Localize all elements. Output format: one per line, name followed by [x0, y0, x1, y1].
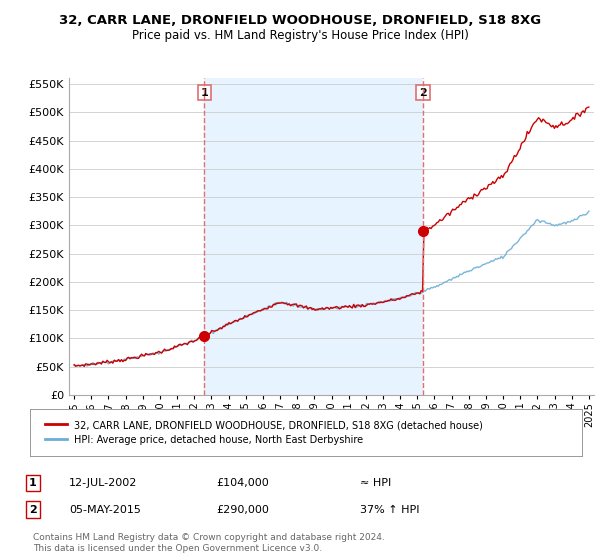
Text: 05-MAY-2015: 05-MAY-2015 — [69, 505, 141, 515]
Text: 37% ↑ HPI: 37% ↑ HPI — [360, 505, 419, 515]
Text: 1: 1 — [29, 478, 37, 488]
Text: 32, CARR LANE, DRONFIELD WOODHOUSE, DRONFIELD, S18 8XG: 32, CARR LANE, DRONFIELD WOODHOUSE, DRON… — [59, 14, 541, 27]
Text: 2: 2 — [29, 505, 37, 515]
Legend: 32, CARR LANE, DRONFIELD WOODHOUSE, DRONFIELD, S18 8XG (detached house), HPI: Av: 32, CARR LANE, DRONFIELD WOODHOUSE, DRON… — [40, 416, 488, 450]
Text: This data is licensed under the Open Government Licence v3.0.: This data is licensed under the Open Gov… — [33, 544, 322, 553]
Text: £104,000: £104,000 — [216, 478, 269, 488]
Text: £290,000: £290,000 — [216, 505, 269, 515]
Text: Contains HM Land Registry data © Crown copyright and database right 2024.: Contains HM Land Registry data © Crown c… — [33, 533, 385, 542]
Bar — [204, 78, 423, 395]
Text: 12-JUL-2002: 12-JUL-2002 — [69, 478, 137, 488]
Text: 1: 1 — [200, 87, 208, 97]
Text: 2: 2 — [419, 87, 427, 97]
Text: Price paid vs. HM Land Registry's House Price Index (HPI): Price paid vs. HM Land Registry's House … — [131, 29, 469, 42]
Text: ≈ HPI: ≈ HPI — [360, 478, 391, 488]
